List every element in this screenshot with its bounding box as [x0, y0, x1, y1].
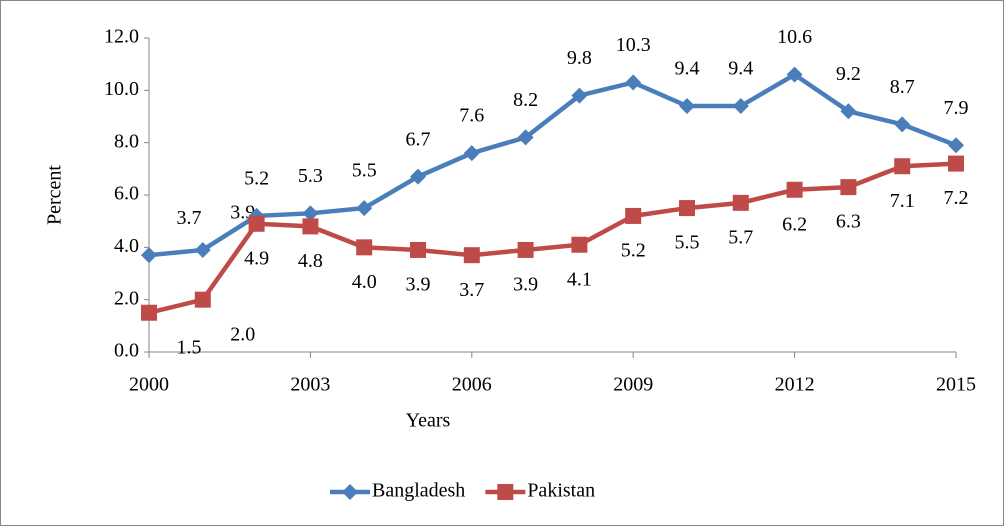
data-label: 9.8	[567, 47, 592, 69]
data-label: 3.9	[406, 274, 431, 296]
data-label: 5.5	[352, 160, 377, 182]
diamond-marker	[679, 98, 695, 115]
series-line	[148, 161, 957, 315]
diamond-marker	[625, 74, 642, 91]
diamond-marker	[840, 103, 857, 120]
x-tick-label: 2009	[613, 374, 653, 396]
data-label: 3.9	[513, 274, 538, 296]
square-marker	[410, 241, 426, 258]
y-axis-label: Percent	[44, 165, 66, 225]
square-marker	[679, 200, 695, 217]
data-label: 4.8	[298, 250, 323, 272]
data-label: 1.5	[177, 336, 202, 358]
x-tick-label: 2003	[290, 374, 330, 396]
diamond-marker	[194, 241, 211, 258]
diamond-marker	[571, 87, 588, 104]
y-tick-label: 8.0	[114, 130, 139, 152]
diamond-marker	[948, 137, 964, 154]
square-marker	[356, 239, 373, 256]
data-label: 3.7	[459, 279, 484, 301]
square-marker	[786, 181, 803, 198]
data-label: 4.0	[352, 271, 377, 293]
square-marker	[625, 207, 642, 224]
y-tick-label: 4.0	[114, 235, 139, 257]
data-label: 5.5	[675, 232, 700, 254]
square-marker	[497, 484, 514, 500]
data-label: 5.2	[244, 168, 269, 190]
diamond-marker	[786, 66, 803, 83]
diamond-marker	[517, 129, 534, 146]
diamond-marker	[342, 484, 358, 500]
y-tick-label: 12.0	[104, 26, 139, 48]
data-label: 7.6	[459, 105, 484, 127]
diamond-marker	[410, 168, 426, 185]
square-marker	[248, 215, 265, 232]
square-marker	[517, 241, 534, 258]
x-tick-label: 2012	[775, 374, 815, 396]
data-label: 4.1	[567, 268, 592, 290]
data-label: 7.2	[944, 187, 969, 209]
diamond-marker	[732, 98, 749, 115]
square-marker	[463, 247, 480, 264]
data-label: 8.2	[513, 89, 538, 111]
data-label: 4.9	[244, 247, 269, 269]
diamond-marker	[302, 205, 319, 222]
x-tick-label: 2015	[936, 374, 976, 396]
diamond-marker	[356, 200, 373, 217]
diamond-marker	[141, 247, 157, 264]
data-label: 9.4	[728, 58, 753, 80]
x-tick-label: 2000	[129, 374, 169, 396]
data-label: 5.3	[298, 165, 323, 187]
data-label: 6.3	[836, 211, 861, 233]
square-marker	[840, 179, 857, 196]
y-tick-label: 6.0	[114, 183, 139, 205]
square-marker	[894, 158, 911, 175]
data-label: 10.6	[777, 26, 812, 48]
data-label: 6.7	[406, 128, 431, 150]
legend-label: Bangladesh	[372, 480, 465, 502]
square-marker	[948, 155, 964, 172]
square-marker	[571, 236, 588, 253]
data-label: 7.9	[944, 97, 969, 119]
data-label: 10.3	[616, 34, 651, 56]
data-label: 9.4	[675, 58, 700, 80]
legend-label: Pakistan	[527, 480, 595, 502]
data-label: 5.7	[728, 226, 753, 248]
data-label: 3.7	[177, 207, 202, 229]
data-label: 5.2	[621, 240, 646, 262]
data-label: 9.2	[836, 63, 861, 85]
x-tick-label: 2006	[452, 374, 492, 396]
square-marker	[732, 194, 749, 211]
y-tick-label: 10.0	[104, 78, 139, 100]
diamond-marker	[463, 145, 480, 162]
data-label: 2.0	[230, 323, 255, 345]
square-marker	[141, 304, 157, 321]
data-label: 6.2	[782, 213, 807, 235]
square-marker	[302, 218, 319, 235]
x-axis-label: Years	[406, 410, 451, 432]
data-label: 7.1	[890, 190, 915, 212]
diamond-marker	[894, 116, 911, 133]
series-line	[148, 71, 957, 258]
y-tick-label: 0.0	[114, 340, 139, 362]
data-label: 8.7	[890, 76, 915, 98]
square-marker	[194, 291, 211, 308]
y-tick-label: 2.0	[114, 287, 139, 309]
